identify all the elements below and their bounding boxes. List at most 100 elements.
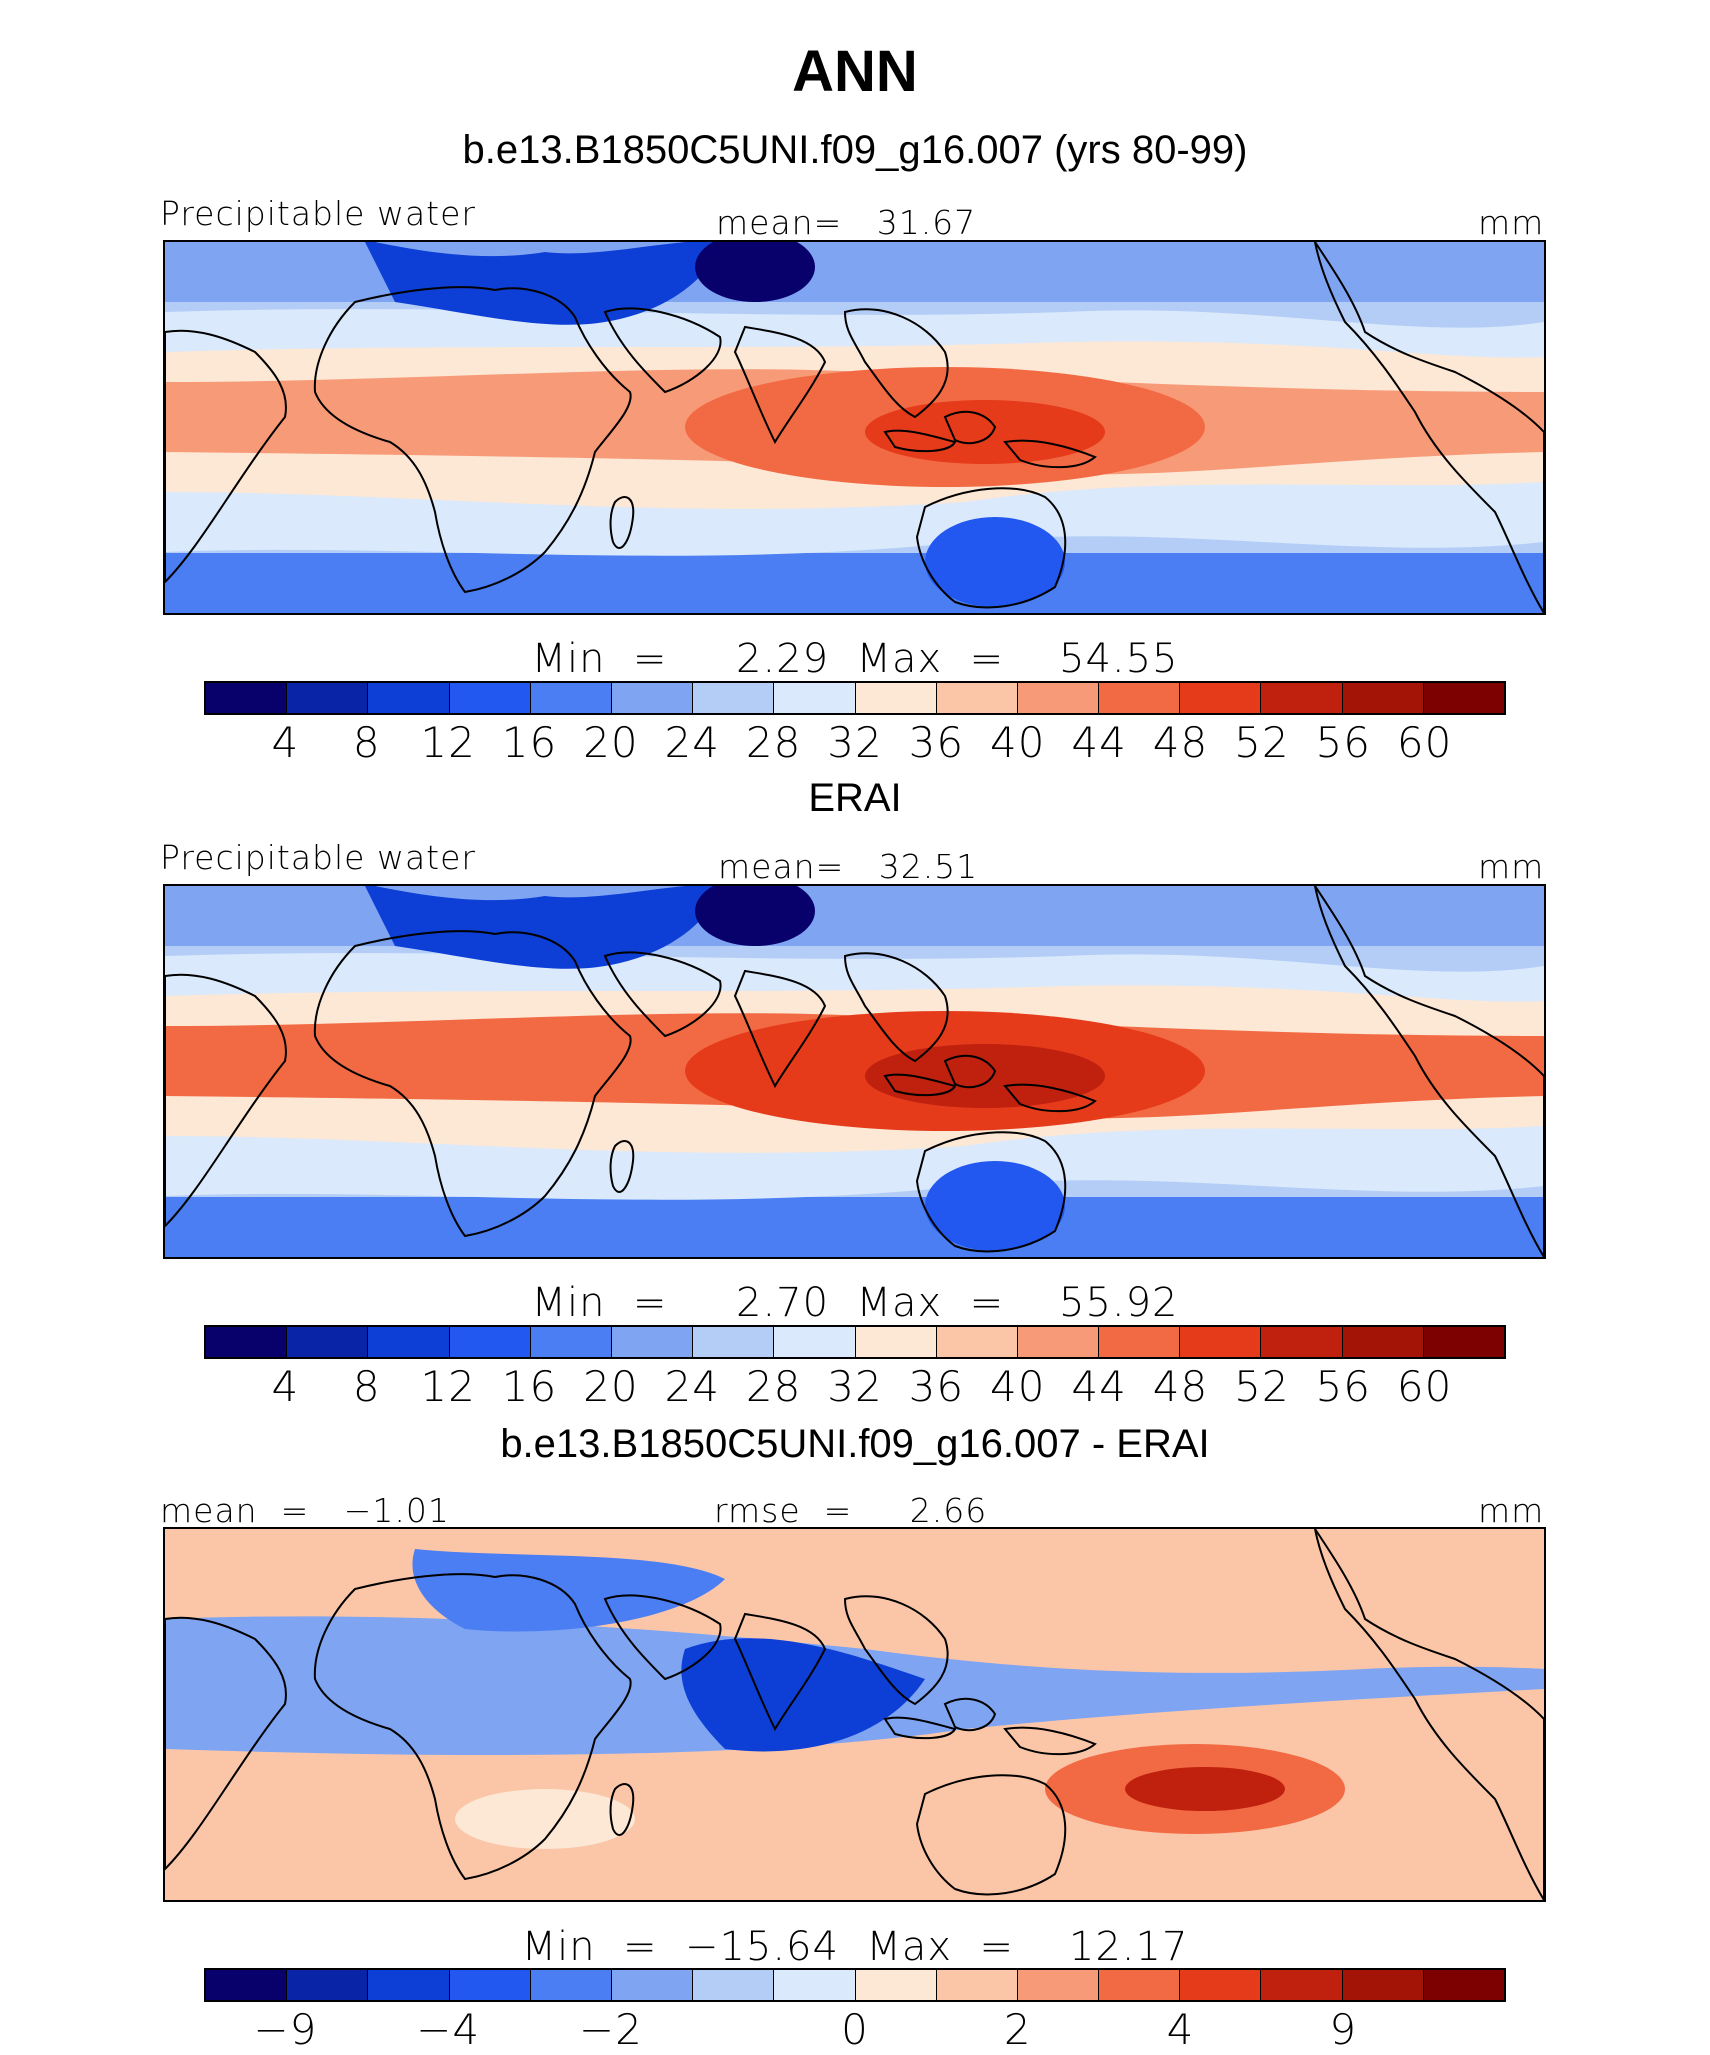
coastline-seasia	[843, 308, 949, 419]
dry-australia	[925, 517, 1065, 607]
band-strong-dry-bias	[681, 1638, 925, 1752]
panel-2-title: ERAI	[808, 776, 902, 820]
colorbar-tick-label: 4	[271, 1362, 300, 1411]
colorbar-swatch	[1017, 1970, 1100, 2000]
coastline-indonesia2	[943, 1054, 997, 1089]
colorbar-tick-label: 8	[352, 1362, 381, 1411]
colorbar-swatch	[530, 1327, 612, 1357]
colorbar-swatch	[530, 1970, 612, 2000]
coastline-africa	[313, 1573, 632, 1881]
colorbar-tick-label: 44	[1071, 718, 1127, 767]
colorbar-tick-label: 28	[745, 718, 802, 767]
coastline-australia	[915, 1131, 1067, 1253]
coastline-americas	[1314, 242, 1544, 613]
coastline-indonesia1	[883, 1716, 957, 1740]
coastline-madagascar	[609, 496, 635, 549]
band-strong-wet-bias	[1125, 1767, 1285, 1811]
coastline-arabia	[603, 307, 722, 394]
band-warm-pool-core	[865, 400, 1105, 464]
coastline-brazil	[165, 973, 287, 1228]
colorbar-swatch	[1180, 1970, 1262, 2000]
coastline-brazil	[165, 329, 287, 584]
colorbar-tick-label: 36	[908, 718, 965, 767]
coastline-madagascar	[609, 1140, 635, 1193]
band-polar-south	[165, 553, 1544, 613]
coastline-australia	[915, 487, 1067, 609]
colorbar-tick-label: 52	[1234, 1362, 1290, 1411]
colorbar-tick-label: 24	[664, 1362, 720, 1411]
coastline-newguinea	[1003, 1726, 1097, 1756]
colorbar-swatch	[1342, 1327, 1424, 1357]
coastline-indonesia1	[883, 429, 957, 453]
colorbar-swatch	[693, 1970, 775, 2000]
panel-2-colorbar	[204, 1325, 1506, 1359]
coastlines	[165, 886, 1544, 1257]
colorbar-swatch	[206, 1970, 288, 2000]
panel-2-variable-label: Precipitable water	[160, 838, 476, 877]
panel-3-colorbar	[204, 1968, 1506, 2002]
colorbar-swatch	[1099, 1327, 1181, 1357]
colorbar-swatch	[1423, 1327, 1504, 1357]
colorbar-swatch	[1017, 1327, 1100, 1357]
coastline-indonesia2	[943, 410, 997, 445]
panel-2-mean-label: mean= 32.51	[718, 847, 979, 886]
colorbar-swatch	[1099, 1970, 1181, 2000]
colorbar-tick-label: 20	[583, 718, 639, 767]
panel-3-minmax: Min = −15.64 Max = 12.17	[521, 1924, 1189, 1970]
coastline-africa	[313, 930, 632, 1238]
colorbar-swatch	[1342, 1970, 1424, 2000]
dry-tibet	[695, 242, 815, 302]
coastline-australia	[915, 1774, 1067, 1896]
colorbar-swatch	[611, 1970, 694, 2000]
colorbar-swatch	[206, 1327, 288, 1357]
coastline-newguinea	[1003, 439, 1097, 469]
colorbar-swatch	[287, 1970, 369, 2000]
colorbar-tick-label: 52	[1234, 718, 1290, 767]
colorbar-swatch	[287, 683, 369, 713]
panel-1-title: b.e13.B1850C5UNI.f09_g16.007 (yrs 80-99)	[462, 128, 1248, 172]
colorbar-swatch	[368, 1327, 450, 1357]
coastline-africa	[313, 286, 632, 594]
panel-1-mean-label: mean= 31.67	[716, 203, 977, 242]
colorbar-tick-label: 60	[1396, 718, 1453, 767]
panel-2-units-label: mm	[1478, 847, 1545, 886]
colorbar-tick-label: 32	[827, 1362, 883, 1411]
colorbar-swatch	[774, 1970, 856, 2000]
panel-2-map	[163, 884, 1546, 1259]
dry-australia	[925, 1161, 1065, 1251]
coastline-brazil	[165, 1616, 287, 1871]
contour-bands	[165, 1549, 1544, 1849]
colorbar-tick-label: 16	[501, 718, 558, 767]
dry-sahara-arabia	[365, 886, 725, 969]
colorbar-tick-label: 36	[908, 1362, 965, 1411]
colorbar-tick-label: 48	[1152, 718, 1209, 767]
band-warm-pool-core	[865, 1044, 1105, 1108]
colorbar-tick-label: −9	[253, 2005, 318, 2054]
coastline-arabia	[603, 1594, 722, 1681]
coastline-madagascar	[609, 1783, 635, 1836]
colorbar-swatch	[936, 1327, 1018, 1357]
coastline-seasia	[843, 952, 949, 1063]
colorbar-tick-label: 0	[841, 2005, 869, 2054]
panel-1-colorbar-ticks: 4 8 12 16 20 24 28 32 36 40 44 48 52 56 60	[204, 718, 1506, 768]
colorbar-tick-label: 4	[271, 718, 300, 767]
colorbar-swatch	[1017, 683, 1100, 713]
panel-1-map	[163, 240, 1546, 615]
panel-2-minmax: Min = 2.70 Max = 55.92	[531, 1280, 1179, 1326]
coastline-arabia	[603, 951, 722, 1038]
colorbar-tick-label: 56	[1315, 1362, 1371, 1411]
colorbar-swatch	[693, 1327, 775, 1357]
panel-1-units-label: mm	[1478, 203, 1545, 242]
colorbar-swatch	[368, 683, 450, 713]
dry-sahara-arabia	[365, 242, 725, 325]
colorbar-tick-label: 12	[420, 1362, 476, 1411]
panel-3-rmse-label: rmse = 2.66	[714, 1491, 988, 1530]
colorbar-swatch	[368, 1970, 450, 2000]
colorbar-tick-label: 12	[420, 718, 476, 767]
contour-bands	[165, 242, 1544, 613]
colorbar-tick-label: 4	[1166, 2005, 1195, 2054]
panel-3-units-label: mm	[1478, 1491, 1545, 1530]
dry-tibet	[695, 886, 815, 946]
colorbar-swatch	[1342, 683, 1424, 713]
colorbar-swatch	[1180, 1327, 1262, 1357]
